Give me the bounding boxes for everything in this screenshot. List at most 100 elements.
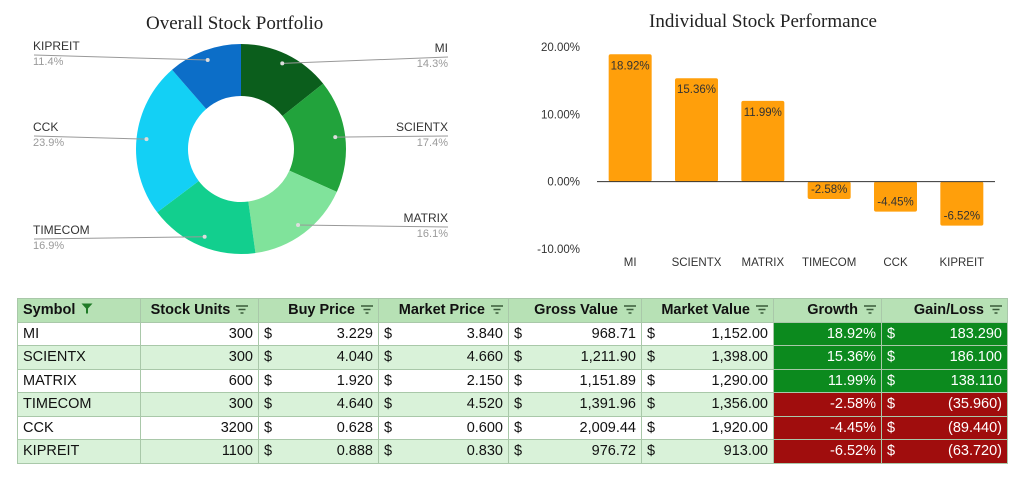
cell-stock-units[interactable]: 300	[140, 345, 259, 370]
slice-label-percent: 17.4%	[417, 137, 448, 149]
cell-gross-value[interactable]: $1,211.90	[508, 345, 642, 370]
filter-active-icon[interactable]	[81, 302, 93, 318]
table-row: TIMECOM 300 $4.640 $4.520 $1,391.96 $1,356.00…	[17, 392, 1008, 417]
leader-line	[33, 236, 205, 240]
currency-symbol: $	[647, 372, 656, 389]
cell-growth[interactable]: 18.92%	[773, 321, 882, 346]
cell-market-value[interactable]: $1,356.00	[641, 392, 774, 417]
table-row: MI 300 $3.229 $3.840 $968.71 $1,152.00 18.92% $…	[17, 321, 1008, 346]
cell-value: 1,151.89	[579, 372, 636, 389]
column-header-gross-value[interactable]: Gross Value	[508, 298, 642, 323]
slice-label-percent: 23.9%	[33, 137, 64, 149]
cell-gain-loss[interactable]: $ (35.960)	[881, 392, 1008, 417]
cell-gross-value[interactable]: $2,009.44	[508, 415, 642, 440]
cell-gain-loss[interactable]: $ (63.720)	[881, 439, 1008, 464]
filter-icon[interactable]	[624, 302, 636, 318]
cell-stock-units[interactable]: 300	[140, 392, 259, 417]
leader-dot	[333, 135, 338, 140]
cell-market-price[interactable]: $4.520	[378, 392, 509, 417]
column-header-market-value[interactable]: Market Value	[641, 298, 774, 323]
column-header-stock-units[interactable]: Stock Units	[140, 298, 259, 323]
cell-gross-value[interactable]: $1,151.89	[508, 368, 642, 393]
cell-market-value[interactable]: $913.00	[641, 439, 774, 464]
cell-gross-value[interactable]: $976.72	[508, 439, 642, 464]
column-header-label: Market Price	[398, 302, 485, 319]
cell-stock-units[interactable]: 3200	[140, 415, 259, 440]
cell-growth[interactable]: 11.99%	[773, 368, 882, 393]
cell-growth[interactable]: -4.45%	[773, 415, 882, 440]
leader-line	[282, 56, 449, 64]
cell-market-value[interactable]: $1,920.00	[641, 415, 774, 440]
table-row: MATRIX 600 $1.920 $2.150 $1,151.89 $1,290.00 1…	[17, 368, 1008, 393]
cell-symbol[interactable]: SCIENTX	[17, 345, 141, 370]
filter-icon[interactable]	[236, 302, 249, 318]
cell-buy-price[interactable]: $4.640	[258, 392, 379, 417]
cell-stock-units[interactable]: 300	[140, 321, 259, 346]
cell-market-price[interactable]: $4.660	[378, 345, 509, 370]
filter-icon[interactable]	[361, 302, 373, 318]
filter-icon[interactable]	[990, 302, 1002, 318]
cell-symbol[interactable]: KIPREIT	[17, 439, 141, 464]
column-header-symbol[interactable]: Symbol	[17, 298, 141, 323]
bar-data-label: 15.36%	[677, 84, 716, 96]
cell-gross-value[interactable]: $968.71	[508, 321, 642, 346]
donut-slice-timecom	[157, 180, 256, 254]
leader-line	[33, 135, 147, 140]
filter-icon[interactable]	[491, 302, 503, 318]
cell-buy-price[interactable]: $0.628	[258, 415, 379, 440]
table-row: SCIENTX 300 $4.040 $4.660 $1,211.90 $1,398.00…	[17, 345, 1008, 370]
cell-market-value[interactable]: $1,398.00	[641, 345, 774, 370]
cell-stock-units[interactable]: 1100	[140, 439, 259, 464]
cell-symbol[interactable]: TIMECOM	[17, 392, 141, 417]
currency-symbol: $	[647, 349, 656, 366]
cell-stock-units[interactable]: 600	[140, 368, 259, 393]
cell-market-price[interactable]: $0.600	[378, 415, 509, 440]
cell-buy-price[interactable]: $0.888	[258, 439, 379, 464]
bar-data-label: 18.92%	[611, 60, 650, 72]
cell-symbol[interactable]: MI	[17, 321, 141, 346]
cell-growth[interactable]: 15.36%	[773, 345, 882, 370]
y-tick-label: 0.00%	[547, 177, 580, 189]
cell-value: 186.100	[949, 349, 1002, 366]
filter-icon[interactable]	[864, 302, 876, 318]
column-header-market-price[interactable]: Market Price	[378, 298, 509, 323]
currency-symbol: $	[647, 419, 656, 436]
cell-gross-value[interactable]: $1,391.96	[508, 392, 642, 417]
cell-symbol[interactable]: CCK	[17, 415, 141, 440]
currency-symbol: $	[647, 325, 656, 342]
cell-value: 4.640	[336, 396, 373, 413]
cell-gain-loss[interactable]: $ (89.440)	[881, 415, 1008, 440]
column-header-gain-loss[interactable]: Gain/Loss	[881, 298, 1008, 323]
cell-gain-loss[interactable]: $138.110	[881, 368, 1008, 393]
bar-scientx	[675, 78, 718, 182]
cell-market-price[interactable]: $3.840	[378, 321, 509, 346]
donut-slice-kipreit	[172, 44, 241, 110]
column-header-growth[interactable]: Growth	[773, 298, 882, 323]
bar-data-label: -6.52%	[944, 211, 980, 223]
cell-gain-loss[interactable]: $183.290	[881, 321, 1008, 346]
currency-symbol: $	[384, 396, 393, 413]
cell-value: (35.960)	[947, 396, 1002, 413]
currency-symbol: $	[384, 443, 393, 460]
slice-label-name: SCIENTX	[396, 120, 448, 134]
cell-symbol[interactable]: MATRIX	[17, 368, 141, 393]
cell-market-price[interactable]: $2.150	[378, 368, 509, 393]
currency-symbol: $	[264, 396, 273, 413]
cell-growth[interactable]: -2.58%	[773, 392, 882, 417]
currency-symbol: $	[514, 419, 523, 436]
cell-buy-price[interactable]: $1.920	[258, 368, 379, 393]
cell-gain-loss[interactable]: $186.100	[881, 345, 1008, 370]
cell-market-value[interactable]: $1,290.00	[641, 368, 774, 393]
cell-market-value[interactable]: $1,152.00	[641, 321, 774, 346]
filter-icon[interactable]	[756, 302, 768, 318]
bar-mi	[608, 54, 652, 182]
table-row: CCK 3200 $0.628 $0.600 $2,009.44 $1,920.00 -4.…	[17, 415, 1008, 440]
cell-value: (89.440)	[947, 419, 1002, 436]
cell-value: 1,211.90	[580, 349, 636, 366]
cell-market-price[interactable]: $0.830	[378, 439, 509, 464]
cell-buy-price[interactable]: $4.040	[258, 345, 379, 370]
column-header-buy-price[interactable]: Buy Price	[258, 298, 379, 323]
cell-growth[interactable]: -6.52%	[773, 439, 882, 464]
cell-buy-price[interactable]: $3.229	[258, 321, 379, 346]
donut-slice-cck	[135, 69, 207, 213]
